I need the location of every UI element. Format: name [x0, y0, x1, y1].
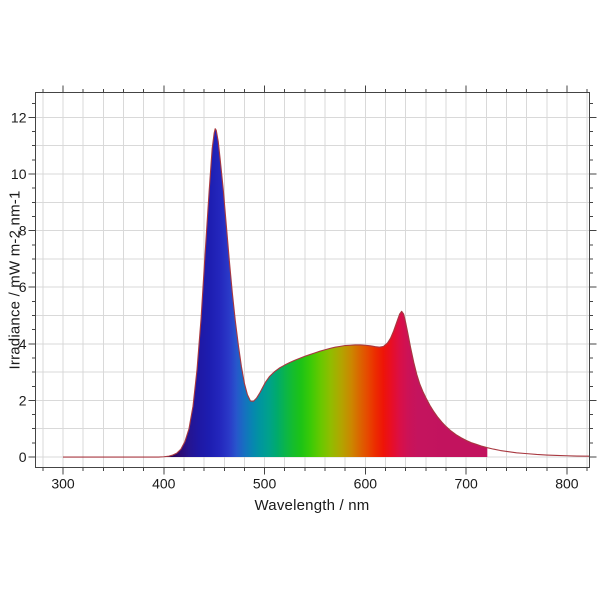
y-axis-title: Irradiance / mW m-2 nm-1 [6, 190, 24, 370]
x-tick-label: 500 [253, 476, 277, 492]
y-tick-label: 10 [11, 166, 27, 182]
y-tick-label: 2 [19, 392, 27, 408]
spectrum-area-fill [63, 128, 488, 458]
axis-ticks [28, 85, 597, 475]
tick-labels: 300 400 500 600 700 800 0 2 4 6 8 10 12 [11, 109, 579, 491]
x-tick-label: 700 [454, 476, 478, 492]
y-tick-label: 8 [19, 223, 27, 239]
x-tick-label: 400 [152, 476, 176, 492]
x-tick-label: 600 [354, 476, 378, 492]
y-tick-label: 6 [19, 279, 27, 295]
x-tick-label: 800 [555, 476, 579, 492]
plot-frame [35, 92, 590, 468]
irradiance-curve [63, 128, 590, 458]
y-tick-label: 0 [19, 449, 27, 465]
y-tick-label: 4 [19, 336, 27, 352]
x-axis-title: Wavelength / nm [254, 497, 370, 514]
y-tick-label: 12 [11, 109, 27, 125]
x-tick-label: 300 [51, 476, 75, 492]
